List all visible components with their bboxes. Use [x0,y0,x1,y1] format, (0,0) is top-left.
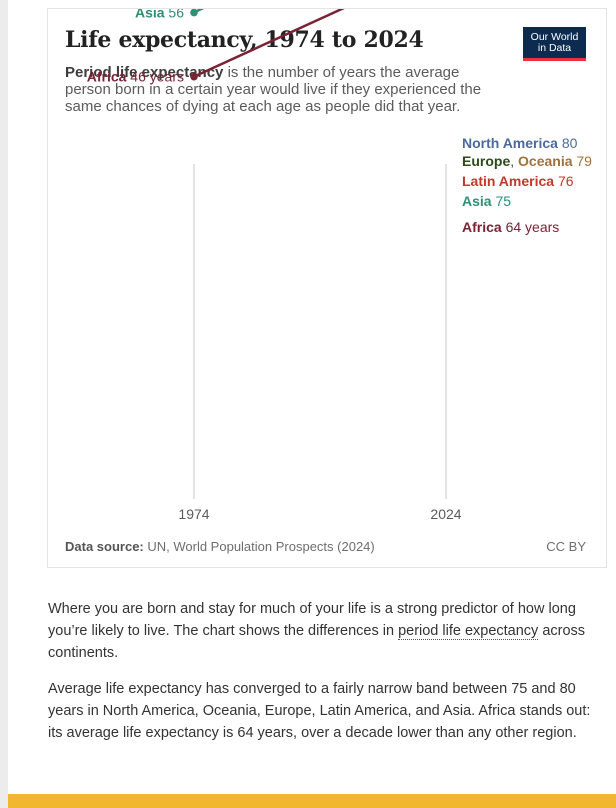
subtitle-term: Period life expectancy [65,64,224,81]
left-rail [0,0,8,808]
article-paragraph-2: Average life expectancy has converged to… [48,681,591,741]
x-tick-label-2024: 2024 [430,506,461,522]
bottom-accent-bar [8,794,616,808]
chart-card: Life expectancy, 1974 to 2024 Our World … [47,8,607,568]
label-2024-africa: Africa 64 years [462,219,559,235]
series-line-asia [193,9,205,14]
series-line-africa [193,9,345,78]
owid-logo[interactable]: Our World in Data [523,27,586,61]
p1-text-end: across continents. [48,623,586,661]
point-asia-1974 [190,9,198,17]
chart-subtitle: Period life expectancy is the number of … [65,64,505,115]
p1-text-start: Where you are born and stay for much of … [48,601,576,639]
data-source-label: Data source: [65,539,144,554]
label-2024-north-america: North America 80 [462,135,578,151]
period-life-expectancy-link[interactable]: period life expectancy [398,623,539,640]
data-source-text: UN, World Population Prospects (2024) [143,539,375,554]
label-2024-latin-america: Latin America 76 [462,173,574,189]
x-tick-label-1974: 1974 [178,506,209,522]
logo-line-1: Our World [530,31,579,43]
license-label[interactable]: CC BY [546,539,586,554]
label-1974-asia: Asia 56 [135,9,184,21]
label-1974-africa: Africa 46 years [87,69,184,85]
label-2024-europe-oceania: Europe, Oceania 79 [462,153,592,169]
slope-chart: 19742024North America 72Europe 71Oceania… [87,9,592,522]
chart-title: Life expectancy, 1974 to 2024 [65,27,424,53]
article-body: Where you are born and stay for much of … [48,598,608,758]
label-2024-asia: Asia 75 [462,193,511,209]
logo-line-2: in Data [537,42,572,54]
data-source: Data source: UN, World Population Prospe… [65,539,375,554]
subtitle-description: is the number of years the average perso… [65,64,482,115]
point-africa-1974 [190,72,198,81]
article-paragraph-1: Where you are born and stay for much of … [48,598,608,664]
